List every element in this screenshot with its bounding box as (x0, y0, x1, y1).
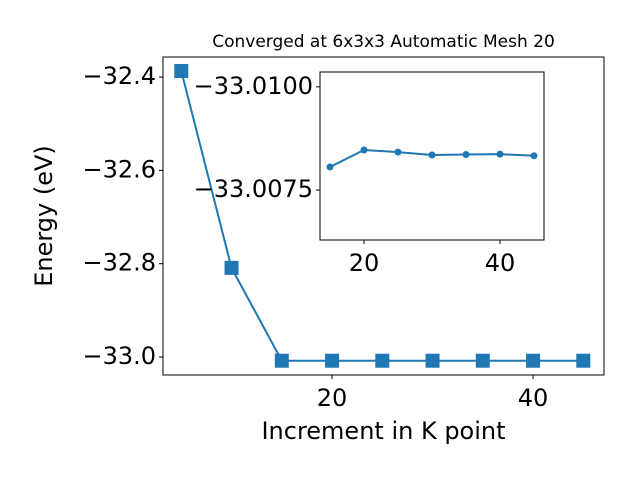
x-tick-label: 20 (349, 249, 380, 277)
marker (462, 151, 470, 159)
marker (375, 353, 390, 368)
marker (325, 353, 340, 368)
x-tick-label: 40 (485, 249, 516, 277)
marker (326, 163, 334, 171)
marker (576, 353, 591, 368)
x-tick-label: 40 (518, 384, 549, 412)
marker (428, 151, 436, 159)
y-tick-label: −33.0 (82, 342, 156, 370)
marker (360, 146, 368, 154)
marker (526, 353, 541, 368)
chart-title: Converged at 6x3x3 Automatic Mesh 20 (212, 32, 555, 52)
y-tick-label: −33.0075 (194, 175, 313, 203)
y-tick-label: −33.0100 (194, 72, 313, 100)
marker (496, 150, 504, 158)
marker (530, 152, 538, 160)
marker (425, 353, 440, 368)
marker (394, 148, 402, 156)
marker (274, 353, 289, 368)
x-tick-label: 20 (317, 384, 348, 412)
x-axis-label: Increment in K point (261, 417, 505, 445)
y-tick-label: −32.4 (82, 62, 156, 90)
marker (174, 63, 189, 78)
y-tick-label: −32.8 (82, 249, 156, 277)
y-tick-label: −32.6 (82, 155, 156, 183)
marker (475, 353, 490, 368)
marker (224, 260, 239, 275)
y-axis-label: Energy (eV) (30, 145, 58, 287)
